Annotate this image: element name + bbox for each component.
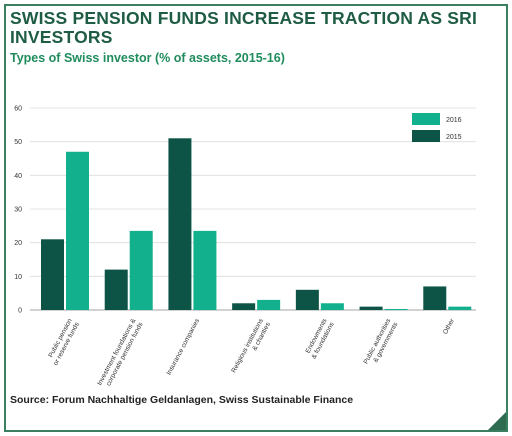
y-tick-label: 50 (14, 139, 22, 146)
chart-title: SWISS PENSION FUNDS INCREASE TRACTION AS… (10, 8, 478, 47)
y-tick-label: 30 (14, 207, 22, 214)
bar-2015 (232, 303, 256, 310)
bar-2016 (257, 299, 281, 310)
bar-2016 (129, 230, 153, 310)
x-tick-label: Religious institutions& charities (231, 317, 273, 378)
legend-swatch-2016 (412, 113, 440, 125)
y-tick-label: 20 (14, 240, 22, 247)
y-tick-label: 10 (14, 274, 22, 281)
bar-2015 (168, 138, 192, 310)
x-tick-label: Public pensionor reserve funds (45, 317, 81, 367)
legend-label-2016: 2016 (446, 117, 462, 124)
y-tick-label: 60 (14, 106, 22, 113)
x-tick-label: Other (442, 317, 456, 336)
bar-2015 (104, 269, 128, 310)
bar-2016 (384, 308, 408, 310)
bar-2016 (66, 151, 89, 310)
y-tick-label: 40 (14, 173, 22, 180)
bar-2016 (448, 306, 472, 310)
x-tick-label-line: Insurance companies (166, 317, 202, 376)
x-tick-label: Endowments& foundations (304, 317, 337, 360)
bar-2015 (295, 289, 319, 310)
bar-2016 (193, 230, 217, 310)
bar-2015 (423, 286, 447, 310)
bar-2016 (320, 303, 344, 310)
legend-label-2015: 2015 (446, 134, 462, 141)
bar-2015 (41, 239, 64, 310)
corner-fold (488, 412, 506, 430)
x-tick-label: Public authorities& governments (363, 317, 400, 369)
chart-subtitle: Types of Swiss investor (% of assets, 20… (10, 51, 285, 65)
x-tick-label-line: Other (442, 317, 456, 336)
y-tick-label: 0 (18, 308, 22, 315)
source-note: Source: Forum Nachhaltige Geldanlagen, S… (10, 394, 354, 406)
x-tick-label: Insurance companies (166, 317, 202, 376)
bar-2015 (359, 306, 383, 310)
legend-swatch-2015 (412, 130, 440, 142)
x-tick-label: Investment foundations &corporate pensio… (96, 317, 145, 390)
